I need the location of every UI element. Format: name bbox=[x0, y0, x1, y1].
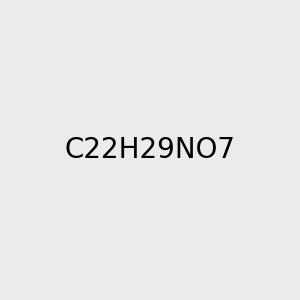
Text: C22H29NO7: C22H29NO7 bbox=[64, 136, 236, 164]
